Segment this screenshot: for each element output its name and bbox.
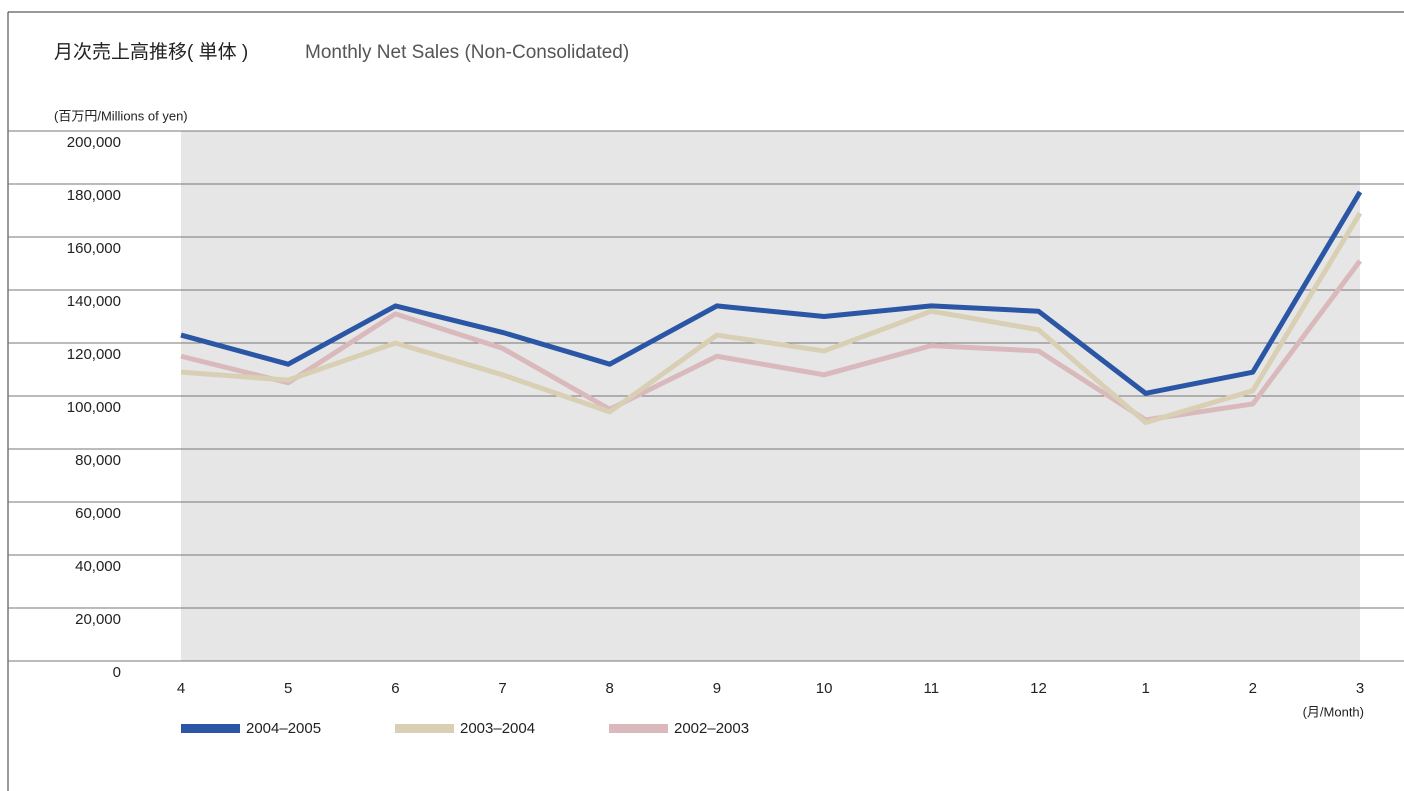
y-tick-label: 0	[113, 664, 121, 681]
x-tick-label: 8	[606, 680, 614, 697]
x-tick-label: 6	[391, 680, 399, 697]
y-tick-label: 20,000	[75, 611, 121, 628]
x-tick-label: 7	[498, 680, 506, 697]
x-tick-label: 12	[1030, 680, 1047, 697]
y-tick-label: 40,000	[75, 558, 121, 575]
y-tick-label: 180,000	[67, 187, 121, 204]
y-tick-label: 120,000	[67, 346, 121, 363]
series-line	[180, 211, 1363, 425]
y-tick-label: 100,000	[67, 399, 121, 416]
y-axis-label: (百万円/Millions of yen)	[54, 108, 188, 123]
y-tick-label: 80,000	[75, 452, 121, 469]
legend-label: 2003–2004	[460, 720, 535, 737]
x-tick-label: 1	[1141, 680, 1149, 697]
x-tick-label: 5	[284, 680, 292, 697]
y-tick-label: 160,000	[67, 240, 121, 257]
series-line	[180, 190, 1363, 396]
legend-swatch	[181, 724, 240, 733]
legend-swatch	[609, 724, 668, 733]
x-tick-label: 2	[1249, 680, 1257, 697]
legend-swatch	[395, 724, 454, 733]
x-tick-label: 10	[816, 680, 833, 697]
chart-subtitle: Monthly Net Sales (Non-Consolidated)	[305, 42, 629, 63]
legend-label: 2002–2003	[674, 720, 749, 737]
legend-label: 2004–2005	[246, 720, 321, 737]
chart-title: 月次売上高推移( 単体 )	[54, 41, 248, 63]
x-tick-label: 9	[713, 680, 721, 697]
x-tick-label: 11	[923, 680, 939, 697]
x-axis-label: (月/Month)	[1303, 704, 1364, 719]
y-tick-label: 140,000	[67, 293, 121, 310]
x-tick-label: 3	[1356, 680, 1364, 697]
x-tick-label: 4	[177, 680, 185, 697]
y-tick-label: 60,000	[75, 505, 121, 522]
y-tick-label: 200,000	[67, 134, 121, 151]
